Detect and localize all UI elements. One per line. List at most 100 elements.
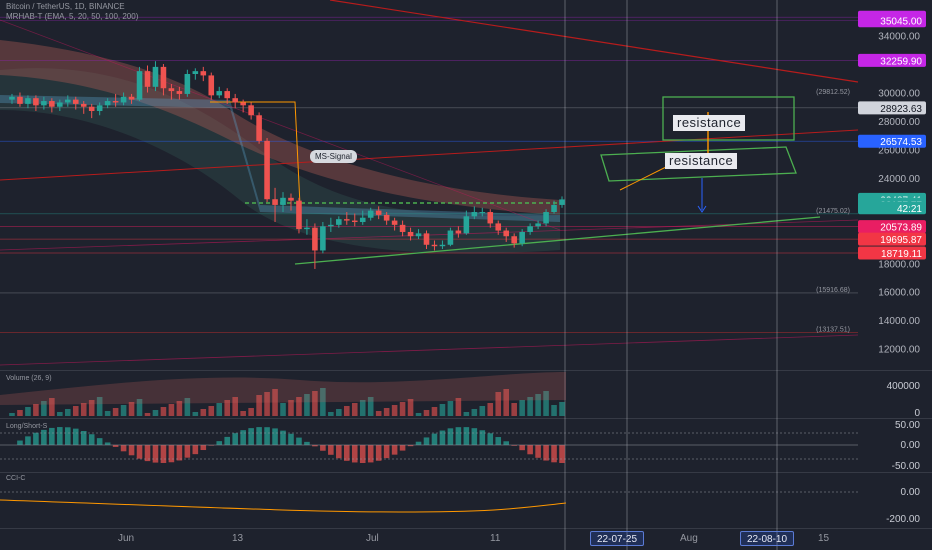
volume-bar-10 (88, 400, 95, 416)
price-tag-7: 42:21 (897, 204, 922, 215)
candle-body-46 (375, 210, 382, 215)
candle-body-20 (168, 88, 175, 92)
level-label-1: (21475.02) (816, 208, 850, 215)
candle-body-31 (256, 115, 262, 141)
volume-bar-5 (49, 398, 55, 416)
candle-body-30 (248, 105, 254, 116)
ls-bar-20 (168, 445, 175, 463)
ls-bar-12 (104, 442, 111, 445)
arrow-line (619, 164, 671, 191)
volume-bar-63 (511, 403, 517, 416)
candle-body-1 (17, 96, 23, 104)
candle-body-51 (415, 233, 422, 237)
volume-bar-56 (455, 398, 462, 416)
x-label-15: 15 (818, 533, 830, 544)
volume-bar-50 (407, 399, 414, 416)
ls-bar-18 (152, 445, 159, 463)
ls-bar-52 (423, 437, 430, 445)
volume-bar-27 (224, 400, 231, 416)
candle-body-64 (519, 231, 525, 244)
cci-line (0, 499, 567, 513)
volume-bar-60 (487, 403, 494, 416)
ls-bar-61 (495, 437, 502, 445)
candle-body-18 (152, 66, 159, 87)
ls-bar-4 (41, 429, 47, 445)
price-tag-3: 28923.63 (880, 104, 922, 115)
cci-tick-neg200: -200.00 (886, 514, 920, 525)
ls-bar-27 (224, 436, 231, 445)
symbol-legend: Bitcoin / TetherUS, 1D, BINANCE (6, 2, 125, 11)
volume-bar-43 (351, 403, 358, 416)
candle-body-55 (447, 230, 454, 245)
ls-bar-33 (272, 428, 278, 445)
candle-body-44 (359, 217, 366, 222)
candle-body-47 (383, 214, 390, 221)
candle-body-65 (527, 226, 533, 232)
volume-bar-24 (200, 409, 207, 416)
volume-bar-28 (232, 397, 238, 416)
volume-bar-37 (304, 394, 310, 416)
candle-body-22 (184, 74, 191, 94)
price-tag-bg-3 (858, 101, 926, 115)
ls-bar-7 (64, 427, 71, 445)
ls-bar-45 (367, 445, 374, 463)
candle-body-28 (232, 98, 238, 103)
ls-bar-21 (176, 445, 183, 461)
ls-bar-35 (288, 433, 294, 445)
price-tag-1: 35045.00 (880, 17, 922, 28)
ls-bar-11 (96, 438, 103, 445)
volume-pane-title: Volume (26, 9) (6, 375, 52, 382)
volume-bar-69 (559, 402, 565, 416)
volume-bar-11 (96, 397, 103, 416)
x-label-11: 11 (490, 533, 501, 544)
candle-body-11 (96, 105, 103, 111)
candle-body-16 (136, 71, 143, 100)
volume-bar-39 (320, 388, 326, 416)
ls-bar-32 (264, 427, 270, 445)
ls-tick-neg50: -50.00 (891, 461, 920, 472)
ls-bar-43 (351, 445, 358, 463)
volume-tick-max: 400000 (886, 381, 920, 392)
candle-body-35 (288, 197, 294, 201)
ls-bar-56 (455, 427, 462, 445)
candle-body-4 (41, 101, 47, 106)
volume-bar-59 (479, 406, 486, 416)
ls-bar-1 (17, 440, 23, 445)
ls-bar-16 (136, 445, 143, 459)
ls-bar-31 (256, 427, 262, 445)
ls-bar-58 (471, 428, 478, 445)
ls-bar-67 (543, 445, 549, 461)
ls-bar-48 (391, 445, 398, 455)
ls-bar-3 (33, 432, 39, 445)
volume-bar-49 (399, 402, 406, 416)
candle-body-37 (304, 227, 310, 230)
ls-bar-40 (328, 445, 334, 455)
ls-bar-23 (192, 445, 199, 455)
volume-bar-19 (160, 407, 167, 416)
resistance-lower-label: resistance (665, 153, 738, 169)
ls-bar-60 (487, 433, 494, 445)
ls-bar-36 (296, 437, 302, 445)
volume-bar-44 (359, 400, 366, 416)
candle-body-50 (407, 231, 414, 237)
volume-bar-21 (176, 401, 183, 416)
price-axis-tick-7: 14000.00 (878, 316, 920, 327)
volume-bar-12 (104, 411, 111, 416)
ls-bar-34 (280, 430, 286, 445)
x-label-aug: Aug (680, 533, 698, 544)
candle-body-59 (479, 212, 486, 214)
ascending-support (294, 216, 821, 265)
price-axis-tick-3: 26000.00 (878, 145, 920, 156)
volume-bar-54 (439, 404, 446, 416)
level-label-3: (13137.51) (816, 326, 850, 333)
x-date-tag-1: 22-07-25 (590, 531, 645, 546)
candle-body-29 (240, 102, 246, 106)
volume-bar-15 (128, 402, 135, 416)
volume-bar-29 (240, 411, 246, 416)
candle-body-48 (391, 220, 398, 225)
ls-bar-28 (232, 433, 238, 445)
candle-body-14 (120, 96, 127, 103)
x-label-13: 13 (232, 533, 244, 544)
ls-bar-51 (415, 441, 422, 445)
